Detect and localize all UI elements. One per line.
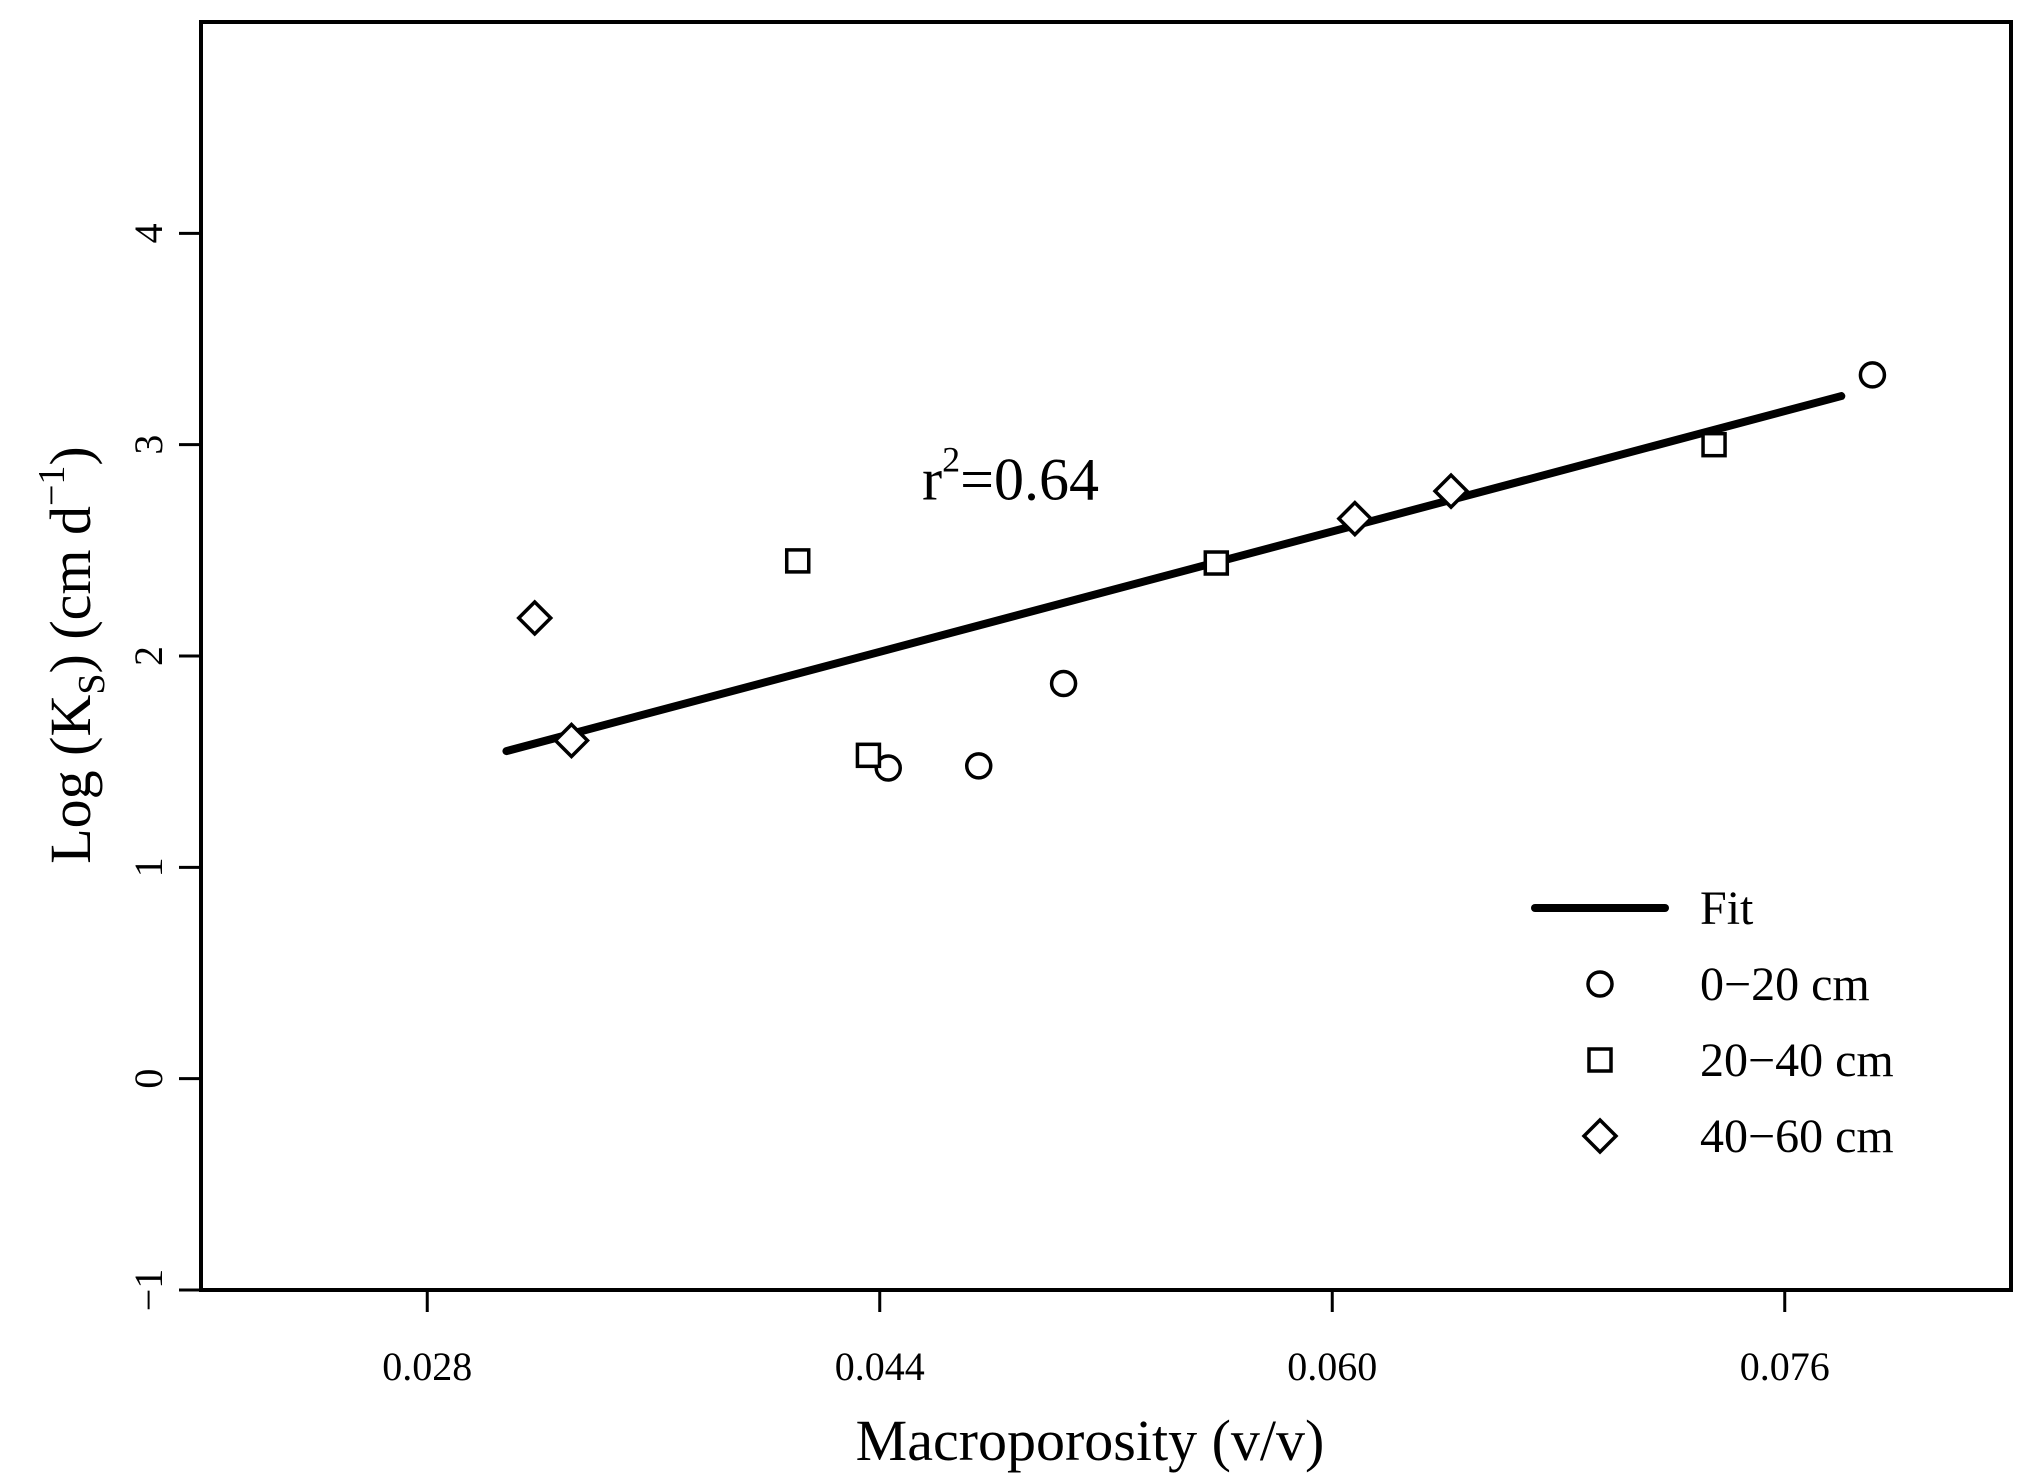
x-tick-label: 0.060 (1287, 1344, 1377, 1389)
x-axis-title: Macroporosity (v/v) (856, 1408, 1325, 1473)
y-tick-label: 4 (126, 223, 171, 243)
x-axis: 0.028 0.044 0.060 0.076 (382, 1290, 1830, 1389)
data-points-layer (516, 361, 1887, 782)
legend-series-label: 40−60 cm (1700, 1110, 1894, 1163)
y-axis: −1 0 1 2 3 4 (126, 223, 201, 1311)
legend-swatch-square (1587, 1047, 1613, 1073)
data-point-diamond (1336, 500, 1374, 538)
x-tick-label: 0.028 (382, 1344, 472, 1389)
r-squared-annotation: r2=0.64 (922, 440, 1099, 513)
data-point-circle (1049, 669, 1078, 698)
y-tick-label: 2 (126, 646, 171, 666)
y-tick-label: −1 (126, 1269, 171, 1312)
data-point-diamond (516, 599, 554, 637)
legend-swatch-circle (1586, 970, 1614, 998)
data-point-circle (1858, 361, 1887, 389)
legend-series-label: 0−20 cm (1700, 958, 1870, 1011)
data-point-diamond (553, 722, 590, 760)
data-point-diamond (1432, 472, 1470, 510)
x-tick-label: 0.076 (1740, 1344, 1830, 1389)
y-tick-label: 0 (126, 1069, 171, 1089)
data-point-square (855, 742, 882, 769)
legend-series-label: 20−40 cm (1700, 1034, 1894, 1087)
x-tick-label: 0.044 (835, 1344, 925, 1389)
y-tick-label: 3 (126, 435, 171, 455)
fit-line (502, 392, 1846, 756)
fit-line-layer (502, 392, 1846, 756)
data-point-square (1701, 431, 1727, 458)
data-point-circle (964, 752, 993, 780)
legend: Fit 0−20 cm 20−40 cm 40−60 cm (1531, 882, 1894, 1163)
legend-fit-label: Fit (1700, 882, 1754, 935)
y-tick-label: 1 (126, 857, 171, 877)
data-point-square (784, 548, 811, 574)
plot-frame (199, 20, 2013, 1292)
y-axis-title: Log (KS) (cm d−1) (31, 446, 113, 864)
legend-swatch-diamond (1581, 1117, 1619, 1155)
data-point-square (1203, 550, 1230, 576)
